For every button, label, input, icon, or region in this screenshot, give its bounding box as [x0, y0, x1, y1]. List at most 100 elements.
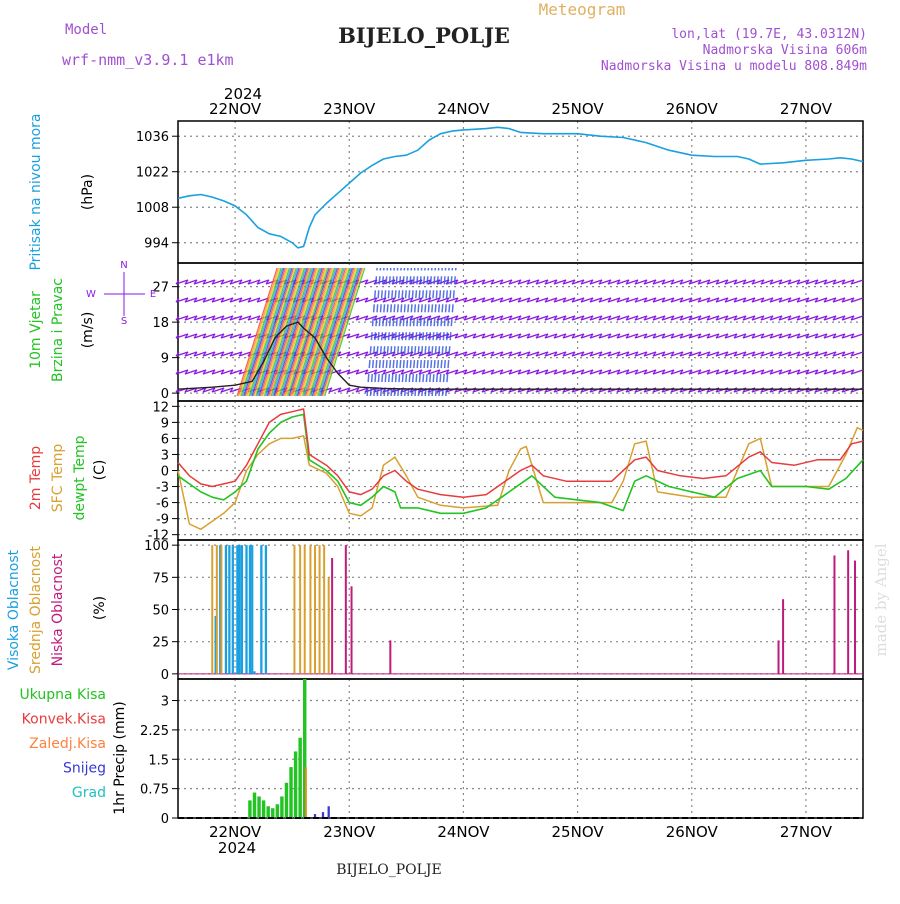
wind-arrow	[742, 351, 756, 357]
wind-arrow	[652, 297, 666, 303]
wind-arrow	[418, 315, 423, 321]
wind-arrow	[787, 315, 792, 321]
wind-arrow	[364, 333, 369, 339]
wind-arrow-storm	[400, 267, 413, 397]
wind-arrow	[544, 279, 558, 285]
wind-arrow	[346, 387, 360, 393]
wind-arrow	[643, 333, 657, 339]
wind-arrow	[787, 297, 792, 303]
wind-arrow	[436, 369, 441, 375]
wind-arrow	[580, 315, 594, 321]
wind-arrow	[760, 315, 765, 321]
wind-arrow	[229, 369, 234, 375]
wind-arrow	[481, 333, 495, 339]
wind-arrow	[346, 369, 351, 375]
wind-arrow	[220, 333, 225, 339]
wind-arrow	[841, 297, 846, 303]
wind-arrow	[724, 315, 729, 321]
wind-arrow	[544, 297, 558, 303]
high-cloud-bar	[219, 545, 222, 674]
wind-arrow	[823, 333, 828, 339]
wind-arrow	[220, 315, 225, 321]
wind-arrow	[643, 297, 648, 303]
wind-arrow	[202, 351, 207, 357]
wind-arrow	[526, 369, 540, 375]
wind-arrow	[220, 351, 225, 357]
wind-arrow	[571, 369, 576, 375]
wind-arrow	[805, 369, 810, 375]
wind-arrow	[760, 297, 765, 303]
wind-arrow	[193, 387, 207, 393]
temp-unit: (C)	[92, 460, 108, 481]
wind-arrow	[697, 333, 702, 339]
wind-arrow	[247, 333, 252, 339]
wind-arrow	[472, 333, 486, 339]
y-tick-label: 9	[161, 416, 169, 431]
wind-arrow	[769, 333, 783, 339]
wind-arrow	[589, 315, 594, 321]
compass-w: W	[86, 289, 96, 300]
wind-arrow-storm	[318, 267, 360, 397]
y-tick-label: 0.75	[140, 783, 169, 798]
wind-arrow	[850, 351, 855, 357]
wind-arrow	[346, 333, 351, 339]
wind-arrow	[499, 351, 504, 357]
wind-arrow	[733, 297, 747, 303]
wind-arrow	[652, 369, 657, 375]
wind-arrow	[238, 297, 243, 303]
wind-arrow-storm	[236, 267, 278, 397]
wind-arrow	[706, 315, 720, 321]
high-cloud-bar	[240, 545, 244, 674]
wind-arrow	[229, 297, 234, 303]
wind-arrow	[229, 333, 243, 339]
wind-arrow	[670, 369, 684, 375]
wind-arrow	[841, 369, 855, 375]
wind-arrow	[472, 369, 486, 375]
wind-label: 10m Vjetar	[28, 291, 44, 369]
wind-arrow	[769, 279, 774, 285]
wind-arrow	[229, 279, 243, 285]
x-tick-label-bottom: 23NOV	[323, 823, 376, 841]
wind-arrow	[418, 297, 423, 303]
wind-arrow	[247, 279, 261, 285]
wind-arrow	[508, 315, 522, 321]
wind-arrow	[211, 279, 225, 285]
mid-cloud-bar	[309, 545, 312, 674]
wind-arrow	[769, 333, 774, 339]
wind-arrow	[697, 279, 711, 285]
wind-arrow	[175, 279, 180, 285]
low-cloud-bar	[389, 640, 392, 674]
wind-arrow	[454, 333, 468, 339]
wind-arrow	[562, 351, 567, 357]
wind-arrow	[787, 351, 801, 357]
wind-arrow	[184, 279, 198, 285]
wind-arrow	[211, 297, 216, 303]
total-precip-bar	[261, 800, 266, 818]
wind-arrow	[409, 351, 423, 357]
wind-arrow	[391, 315, 396, 321]
wind-arrow	[409, 369, 423, 375]
wind-arrow	[697, 315, 702, 321]
wind-arrow	[463, 369, 477, 375]
wind-arrow	[229, 315, 234, 321]
wind-arrow	[481, 315, 495, 321]
wind-arrow	[427, 297, 441, 303]
high-cloud-bar	[253, 671, 256, 674]
wind-arrow-storm	[317, 267, 359, 397]
wind-arrow	[535, 315, 549, 321]
wind-arrow	[481, 279, 495, 285]
wind-arrow	[553, 315, 558, 321]
wind-arrow	[229, 279, 234, 285]
wind-arrow	[634, 369, 639, 375]
wind-arrow	[715, 333, 729, 339]
wind-arrow	[211, 387, 216, 393]
wind-arrow	[211, 369, 225, 375]
mid-cloud-bar	[220, 545, 223, 674]
temp2m-line	[177, 408, 864, 498]
wind-arrow-storm	[276, 267, 318, 397]
wind-arrow	[589, 279, 594, 285]
y-tick-label: 25	[152, 636, 169, 651]
wind-arrow	[733, 351, 738, 357]
wind-arrow	[337, 387, 351, 393]
year-label-top: 2024	[224, 85, 262, 103]
